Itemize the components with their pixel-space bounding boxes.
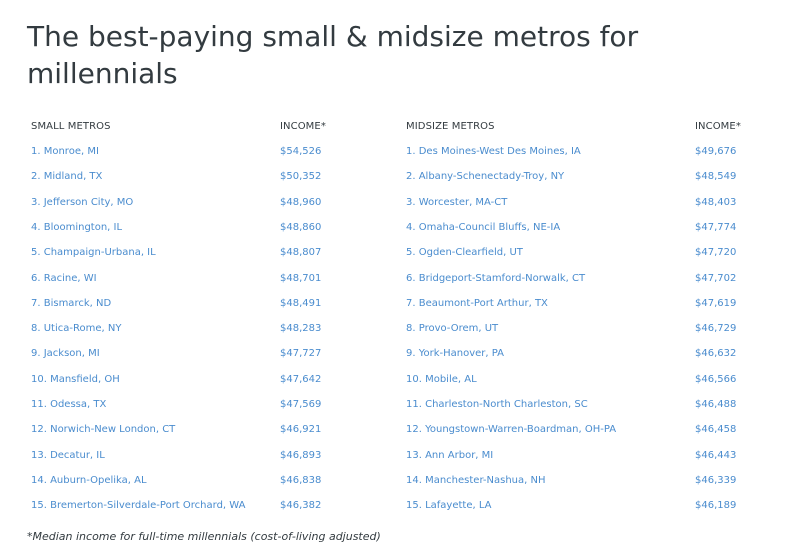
table-row: 9. Jackson, MI $47,727 9. York-Hanover, PA… — [0, 341, 800, 366]
small-metro-name[interactable]: 8. Utica-Rome, NY — [31, 323, 122, 335]
table-row: 6. Racine, WI $48,701 6. Bridgeport-Stamfo… — [0, 266, 800, 291]
midsize-metro-income: $46,339 — [695, 474, 737, 486]
midsize-metro-name[interactable]: 9. York-Hanover, PA — [406, 348, 505, 360]
small-metro-name[interactable]: 4. Bloomington, IL — [31, 221, 123, 233]
small-metro-income: $47,569 — [280, 399, 322, 410]
table-row: 10. Mansfield, OH $47,642 10. Mobile, AL $4… — [0, 367, 800, 392]
small-metro-name[interactable]: 10. Mansfield, OH — [31, 373, 120, 385]
small-metro-income: $54,526 — [280, 146, 322, 157]
midsize-metro-name[interactable]: 14. Manchester-Nashua, NH — [406, 474, 546, 486]
small-metro-income: $48,807 — [280, 247, 322, 259]
table-row: 11. Odessa, TX $47,569 11. Charleston-Nort… — [0, 392, 800, 417]
small-metro-name[interactable]: 14. Auburn-Opelika, AL — [31, 474, 147, 486]
small-metro-name[interactable]: 15. Bremerton-Silverdale-Port Orchard, W… — [31, 500, 246, 512]
midsize-metro-name[interactable]: 2. Albany-Schenectady-Troy, NY — [406, 171, 565, 183]
table-row: 3. Jefferson City, MO $48,960 3. Worcester… — [0, 190, 800, 215]
table-row: 4. Bloomington, IL $48,860 4. Omaha-Counci… — [0, 215, 800, 240]
header-small-income: INCOME* — [280, 121, 326, 132]
midsize-metro-income: $47,774 — [695, 221, 737, 233]
small-metro-income: $46,838 — [280, 474, 322, 486]
midsize-metro-name[interactable]: 13. Ann Arbor, MI — [406, 449, 494, 461]
midsize-metro-income: $48,549 — [695, 171, 737, 183]
small-metro-name[interactable]: 9. Jackson, MI — [31, 348, 100, 360]
midsize-metro-income: $47,619 — [695, 297, 737, 309]
table-row: 2. Midland, TX $50,352 2. Albany-Schenecta… — [0, 164, 800, 189]
midsize-metro-name[interactable]: 11. Charleston-North Charleston, SC — [406, 399, 588, 410]
midsize-metro-name[interactable]: 1. Des Moines-West Des Moines, IA — [406, 146, 581, 157]
small-metro-income: $46,382 — [280, 500, 322, 512]
midsize-metro-name[interactable]: 7. Beaumont-Port Arthur, TX — [406, 297, 548, 309]
midsize-metro-income: $48,403 — [695, 196, 737, 208]
midsize-metro-name[interactable]: 5. Ogden-Clearfield, UT — [406, 247, 523, 259]
small-metro-income: $48,491 — [280, 297, 322, 309]
small-metro-name[interactable]: 13. Decatur, IL — [31, 449, 105, 461]
small-metro-income: $48,860 — [280, 221, 322, 233]
midsize-metro-income: $47,720 — [695, 247, 737, 259]
header-midsize-income: INCOME* — [695, 121, 741, 132]
midsize-metro-name[interactable]: 10. Mobile, AL — [406, 373, 477, 385]
small-metro-income: $46,921 — [280, 424, 322, 436]
table-row: 1. Monroe, MI $54,526 1. Des Moines-West D… — [0, 139, 800, 164]
midsize-metro-income: $46,729 — [695, 323, 737, 335]
midsize-metro-income: $49,676 — [695, 146, 737, 157]
small-metro-name[interactable]: 5. Champaign-Urbana, IL — [31, 247, 156, 259]
page-title: The best-paying small & midsize metros f… — [27, 20, 639, 90]
table-row: 13. Decatur, IL $46,893 13. Ann Arbor, MI $… — [0, 443, 800, 468]
midsize-metro-income: $46,443 — [695, 449, 737, 461]
small-metro-income: $47,727 — [280, 348, 322, 360]
table-row: 15. Bremerton-Silverdale-Port Orchard, W… — [0, 493, 800, 518]
midsize-metro-income: $46,566 — [695, 373, 737, 385]
midsize-metro-name[interactable]: 8. Provo-Orem, UT — [406, 323, 499, 335]
small-metro-income: $47,642 — [280, 373, 322, 385]
small-metro-income: $46,893 — [280, 449, 322, 461]
midsize-metro-name[interactable]: 4. Omaha-Council Bluffs, NE-IA — [406, 221, 561, 233]
table-row: 5. Champaign-Urbana, IL $48,807 5. Ogden-C… — [0, 240, 800, 265]
footnote: *Median income for full-time millennials… — [27, 530, 381, 543]
small-metro-income: $50,352 — [280, 171, 322, 183]
small-metro-income: $48,701 — [280, 272, 322, 284]
midsize-metro-income: $46,488 — [695, 399, 737, 410]
table-row: 7. Bismarck, ND $48,491 7. Beaumont-Port A… — [0, 291, 800, 316]
table-row: 8. Utica-Rome, NY $48,283 8. Provo-Orem, U… — [0, 316, 800, 341]
small-metro-name[interactable]: 2. Midland, TX — [31, 171, 103, 183]
small-metro-income: $48,283 — [280, 323, 322, 335]
small-metro-name[interactable]: 12. Norwich-New London, CT — [31, 424, 176, 436]
midsize-metro-name[interactable]: 3. Worcester, MA-CT — [406, 196, 508, 208]
small-metro-income: $48,960 — [280, 196, 322, 208]
small-metro-name[interactable]: 6. Racine, WI — [31, 272, 97, 284]
midsize-metro-income: $46,458 — [695, 424, 737, 436]
midsize-metro-income: $46,632 — [695, 348, 737, 360]
midsize-metro-income: $47,702 — [695, 272, 737, 284]
small-metro-name[interactable]: 11. Odessa, TX — [31, 399, 107, 410]
small-metro-name[interactable]: 1. Monroe, MI — [31, 146, 99, 157]
table-row: 12. Norwich-New London, CT $46,921 12. You… — [0, 417, 800, 442]
small-metro-name[interactable]: 7. Bismarck, ND — [31, 297, 112, 309]
small-metro-name[interactable]: 3. Jefferson City, MO — [31, 196, 134, 208]
table-row: 14. Auburn-Opelika, AL $46,838 14. Manches… — [0, 468, 800, 493]
header-midsize-metros: MIDSIZE METROS — [406, 121, 495, 132]
header-small-metros: SMALL METROS — [31, 121, 111, 132]
midsize-metro-income: $46,189 — [695, 500, 737, 512]
midsize-metro-name[interactable]: 15. Lafayette, LA — [406, 500, 492, 512]
midsize-metro-name[interactable]: 6. Bridgeport-Stamford-Norwalk, CT — [406, 272, 586, 284]
midsize-metro-name[interactable]: 12. Youngstown-Warren-Boardman, OH-PA — [406, 424, 617, 436]
